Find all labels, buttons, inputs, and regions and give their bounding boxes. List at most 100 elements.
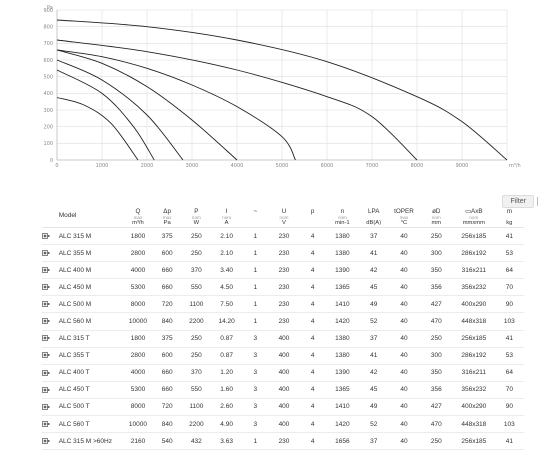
cell-n: 1420: [325, 312, 360, 331]
cell-model[interactable]: ALC 450 M: [58, 278, 124, 297]
table-body: ALC 315 M 1800 375 250 2.10 1 230 4 1380 37 40 250 2…: [42, 227, 524, 450]
cell-lpa: 45: [359, 381, 389, 399]
cell-dp: 840: [152, 312, 182, 331]
cell-poles: 4: [299, 347, 326, 365]
cell-toper: 40: [388, 261, 420, 280]
cell-n: 1380: [325, 227, 360, 246]
cell-model[interactable]: ALC 355 M: [58, 244, 124, 263]
cell-model[interactable]: ALC 315 T: [58, 330, 124, 348]
row-icon-cell: [42, 295, 59, 314]
cell-m: 90: [494, 398, 524, 417]
column-unit: dB(A): [366, 220, 382, 226]
cell-phase: 1: [242, 261, 269, 280]
cell-dp: 660: [152, 278, 182, 297]
y-tick-label: 0: [50, 158, 53, 164]
fan-curve-line-7: [56, 97, 139, 161]
cell-model[interactable]: ALC 400 T: [58, 364, 124, 382]
row-icon-cell: [42, 227, 59, 246]
cell-p: 1100: [181, 398, 211, 417]
table-row[interactable]: ALC 450 T 5300 660 550 1.60 3 400 4 1365 45 40 356 3…: [42, 381, 524, 399]
fan-product-icon: [42, 386, 50, 393]
row-icon-cell: [42, 398, 59, 417]
table-row[interactable]: ALC 500 T 8000 720 1100 2.60 3 400 4 1410 49 40 427…: [42, 398, 524, 417]
cell-od: 356: [419, 381, 453, 399]
cell-phase: 3: [242, 347, 269, 365]
table-row[interactable]: ALC 400 M 4000 660 370 3.40 1 230 4 1390 42 40 350 3…: [42, 261, 524, 280]
cell-dp: 660: [152, 364, 182, 382]
cell-model[interactable]: ALC 500 M: [58, 295, 124, 314]
column-unit: min-1: [335, 220, 350, 226]
table-row[interactable]: ALC 315 M 1800 375 250 2.10 1 230 4 1380 37 40 250 2…: [42, 227, 524, 246]
cell-model[interactable]: ALC 560 T: [58, 415, 124, 434]
cell-lpa: 52: [359, 312, 389, 331]
cell-n: 1380: [325, 244, 360, 263]
row-icon-cell: [42, 432, 59, 450]
column-qualifier: nom: [469, 215, 479, 220]
cell-q: 5300: [123, 381, 153, 399]
cell-q: 5300: [123, 278, 153, 297]
cell-i: 1.60: [210, 381, 243, 399]
cell-q: 8000: [123, 295, 153, 314]
column-header-dp: Δp max Pa: [152, 204, 182, 228]
column-symbol: P: [194, 208, 199, 215]
cell-model[interactable]: ALC 450 T: [58, 381, 124, 399]
cell-dp: 600: [152, 347, 182, 365]
cell-lpa: 41: [359, 347, 389, 365]
column-header-icon: [42, 204, 59, 228]
fan-product-icon: [42, 301, 50, 308]
table-row[interactable]: ALC 355 M 2800 600 250 2.10 1 230 4 1380 41 40 300 2…: [42, 244, 524, 263]
cell-u: 400: [268, 398, 300, 417]
cell-u: 400: [268, 381, 300, 399]
cell-toper: 40: [388, 278, 420, 297]
table-row[interactable]: ALC 355 T 2800 600 250 0.87 3 400 4 1380 41 40 300 2…: [42, 347, 524, 365]
column-unit: [242, 220, 268, 227]
cell-n: 1420: [325, 415, 360, 434]
table-row[interactable]: ALC 315 T 1800 375 250 0.87 3 400 4 1380 37 40 250 2…: [42, 330, 524, 348]
cell-i: 4.50: [210, 278, 243, 297]
table-row[interactable]: ALC 400 T 4000 660 370 1.20 3 400 4 1390 42 40 350 3…: [42, 364, 524, 382]
cell-i: 0.87: [210, 347, 243, 365]
cell-dp: 840: [152, 415, 182, 434]
cell-poles: 4: [299, 364, 326, 382]
column-qualifier: max: [399, 215, 409, 220]
cell-i: 2.10: [210, 244, 243, 263]
cell-model[interactable]: ALC 315 M >60Hz: [58, 432, 124, 450]
table-row[interactable]: ALC 560 M 10000 840 2200 14.20 1 230 4 1420 52 40 4…: [42, 312, 524, 331]
cell-model[interactable]: ALC 315 M: [58, 227, 124, 246]
table-row[interactable]: ALC 315 M >60Hz 2160 540 432 3.63 1 230 4 1656 37…: [42, 432, 524, 450]
table-row[interactable]: ALC 500 M 8000 720 1100 7.50 1 230 4 1410 49 40 427…: [42, 295, 524, 314]
cell-m: 53: [494, 244, 524, 263]
cell-model[interactable]: ALC 500 T: [58, 398, 124, 417]
cell-q: 4000: [123, 261, 153, 280]
cell-model[interactable]: ALC 355 T: [58, 347, 124, 365]
cell-p: 2200: [181, 415, 211, 434]
table-row[interactable]: ALC 450 M 5300 660 550 4.50 1 230 4 1365 45 40 356 3…: [42, 278, 524, 297]
cell-phase: 3: [242, 398, 269, 417]
column-unit: W: [193, 220, 200, 226]
cell-q: 10000: [123, 415, 153, 434]
fan-product-icon: [42, 284, 50, 291]
cell-m: 64: [494, 364, 524, 382]
y-tick-label: 800: [43, 24, 53, 30]
column-header-od: øD nom mm: [419, 204, 453, 228]
cell-m: 70: [494, 278, 524, 297]
x-tick-label: 0: [55, 163, 58, 169]
cell-model[interactable]: ALC 560 M: [58, 312, 124, 331]
cell-model[interactable]: ALC 400 M: [58, 261, 124, 280]
cell-axb: 400x290: [452, 295, 495, 314]
table-row[interactable]: ALC 560 T 10000 840 2200 4.90 3 400 4 1420 52 40 47…: [42, 415, 524, 434]
row-icon-cell: [42, 278, 59, 297]
cell-q: 2800: [123, 347, 153, 365]
cell-q: 8000: [123, 398, 153, 417]
cell-lpa: 45: [359, 278, 389, 297]
cell-p: 250: [181, 347, 211, 365]
cell-od: 250: [419, 432, 453, 450]
column-unit: °C: [400, 220, 408, 226]
cell-axb: 286x192: [452, 244, 495, 263]
column-qualifier: nom: [337, 215, 347, 220]
column-symbol: LPA: [367, 208, 380, 215]
row-icon-cell: [42, 261, 59, 280]
column-qualifier: max: [133, 215, 143, 220]
column-unit: mm: [431, 220, 442, 226]
